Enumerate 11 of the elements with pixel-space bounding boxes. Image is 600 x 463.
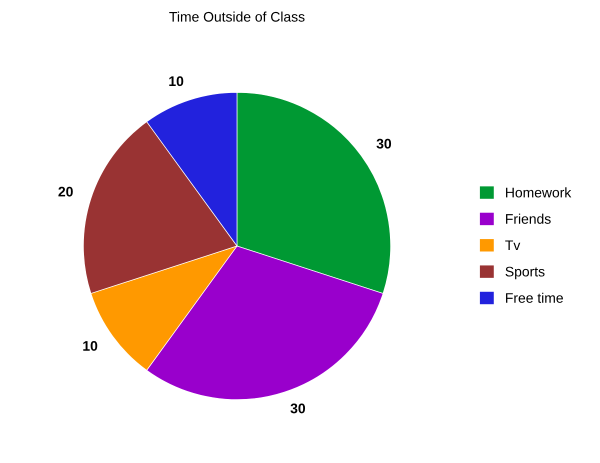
- chart-title: Time Outside of Class: [169, 12, 305, 22]
- legend-label: Homework: [506, 187, 572, 198]
- data-label: 10: [169, 76, 184, 86]
- legend-label: Tv: [505, 240, 520, 250]
- data-label: 10: [83, 341, 98, 351]
- data-label: 30: [376, 138, 392, 149]
- legend-label: Sports: [506, 266, 545, 280]
- legend-label: Friends: [506, 214, 551, 224]
- data-label: 20: [58, 186, 73, 197]
- legend-label: Free time: [506, 292, 563, 303]
- data-label: 30: [290, 404, 306, 414]
